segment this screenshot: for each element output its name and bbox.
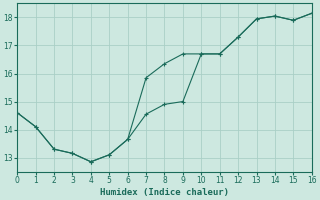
X-axis label: Humidex (Indice chaleur): Humidex (Indice chaleur) — [100, 188, 229, 197]
